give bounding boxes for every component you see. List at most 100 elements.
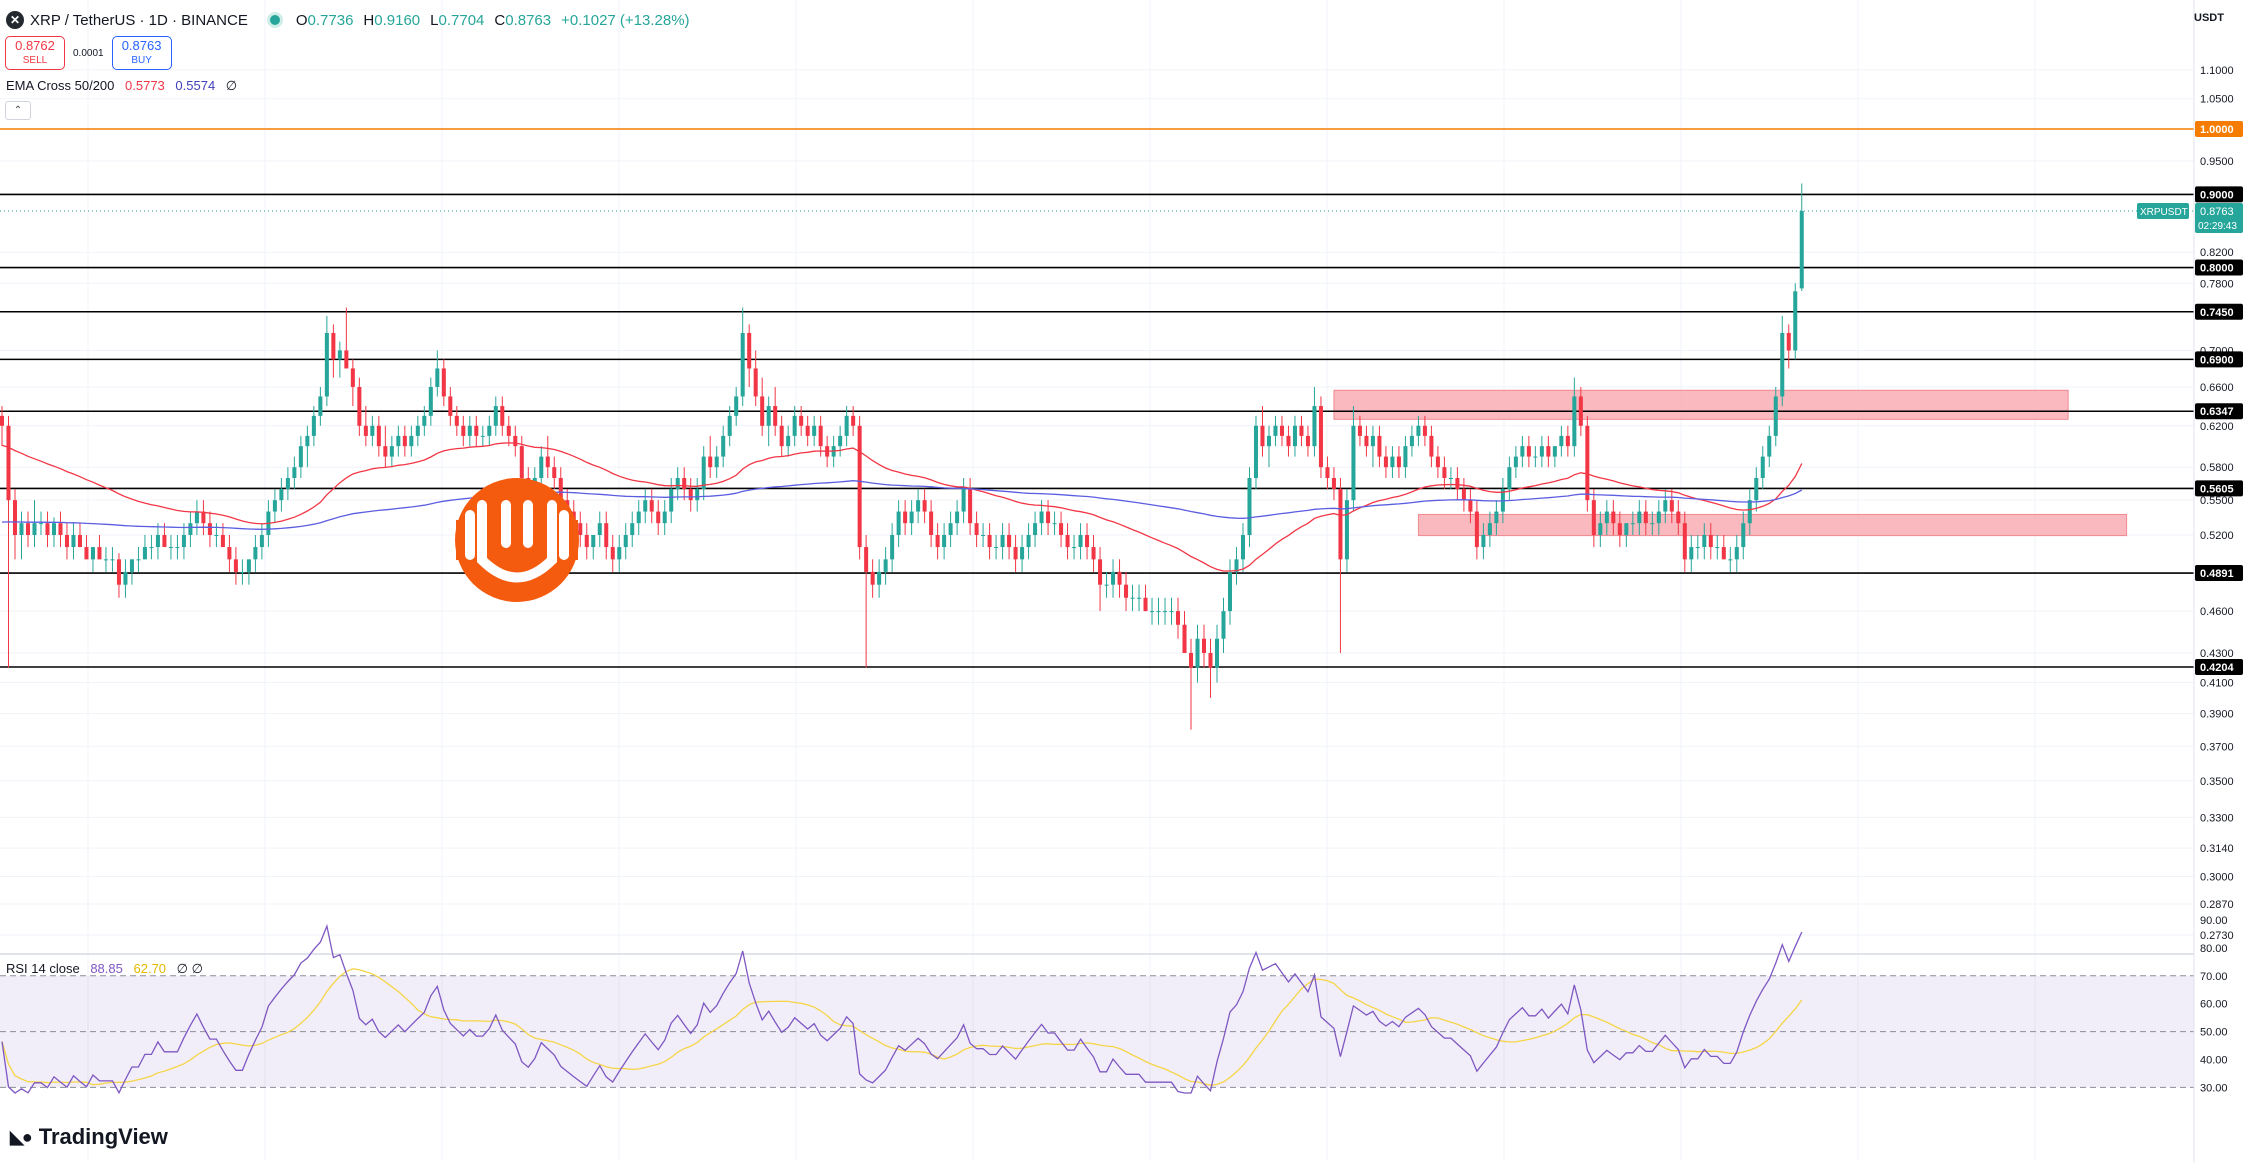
candle: [1669, 488, 1674, 524]
candle: [259, 523, 264, 560]
candle: [1617, 511, 1622, 548]
ohlc-close: C0.8763: [494, 11, 552, 29]
candle: [363, 406, 368, 447]
sell-button[interactable]: 0.8762 SELL: [5, 36, 65, 70]
candle: [1208, 638, 1213, 698]
candle: [1487, 511, 1492, 548]
candle: [610, 534, 615, 572]
candle: [968, 477, 973, 535]
candle: [58, 511, 63, 548]
candle: [1325, 456, 1330, 489]
candle: [103, 547, 108, 572]
candle: [1455, 467, 1460, 501]
candle: [643, 488, 648, 524]
candle: [1143, 584, 1148, 612]
candle: [1111, 559, 1116, 598]
candle: [344, 307, 349, 369]
candle: [727, 406, 732, 447]
candle: [1130, 584, 1135, 612]
symbol-title[interactable]: XRP / TetherUS · 1D · BINANCE: [30, 11, 248, 29]
candle: [1305, 425, 1310, 457]
candle: [71, 523, 76, 560]
candle: [948, 511, 953, 548]
candle: [1286, 425, 1291, 457]
candle: [695, 477, 700, 512]
ohlc-high: H0.9160: [363, 11, 421, 29]
price-tick-label: 0.5500: [2200, 495, 2234, 507]
candle: [1429, 425, 1434, 468]
tradingview-logo[interactable]: ◣● TradingView: [10, 1124, 168, 1150]
symbol-header: ✕ XRP / TetherUS · 1D · BINANCE O0.7736 …: [0, 6, 700, 34]
candle: [25, 511, 31, 548]
candle: [1799, 183, 1804, 291]
level-tag: 1.0000: [2195, 121, 2243, 137]
candle: [506, 415, 511, 447]
candle: [805, 415, 810, 447]
price-tags: 1.0000 0.9000 0.8000 0.7450 0.6900 0.6347 0.56…: [2137, 121, 2243, 675]
candle: [974, 511, 979, 548]
candle: [656, 500, 661, 535]
candle: [1137, 584, 1142, 612]
candle: [740, 307, 745, 407]
candle: [604, 511, 609, 560]
candle: [636, 500, 641, 535]
candle: [77, 523, 82, 548]
candle: [1481, 523, 1486, 560]
candle: [1422, 415, 1427, 447]
candle: [1007, 523, 1012, 560]
candle: [721, 425, 726, 468]
candle: [1279, 415, 1284, 447]
currency-selector[interactable]: USDT: [2194, 12, 2224, 24]
candle: [1650, 511, 1655, 535]
candle: [480, 425, 485, 447]
candle: [1767, 425, 1772, 468]
candle: [1247, 467, 1252, 548]
candle: [864, 534, 869, 668]
candle: [1585, 415, 1590, 512]
level-tag-label: 0.8000: [2200, 263, 2234, 275]
candle: [1663, 488, 1668, 524]
price-tick-label: 0.2870: [2200, 899, 2234, 911]
candle: [1020, 534, 1025, 572]
candle: [1728, 547, 1733, 572]
candle: [1357, 415, 1362, 447]
candle: [1598, 511, 1603, 548]
candle: [617, 534, 622, 572]
ema-legend[interactable]: EMA Cross 50/200 0.5773 0.5574 ∅: [6, 78, 244, 94]
price-tick-label: 0.3700: [2200, 741, 2234, 753]
price-tick-label: 0.6600: [2200, 382, 2234, 394]
candle: [766, 396, 771, 447]
rsi-ma-value: 62.70: [133, 961, 167, 976]
price-tick-label: 0.6200: [2200, 421, 2234, 433]
candle: [1091, 534, 1096, 572]
candle: [779, 415, 784, 457]
candle: [194, 500, 199, 535]
rsi-legend[interactable]: RSI 14 close 88.85 62.70 ∅ ∅: [6, 961, 210, 977]
candle: [1156, 597, 1161, 625]
xrp-icon[interactable]: ✕: [6, 11, 24, 29]
level-tag-label: 0.6347: [2200, 406, 2234, 418]
candle: [662, 500, 667, 535]
price-axis[interactable]: 1.10001.05000.95000.82000.78000.70000.66…: [2193, 0, 2247, 1163]
candle: [734, 386, 739, 426]
tradingview-logo-icon: ◣●: [10, 1126, 33, 1147]
candle: [623, 523, 628, 560]
bitcoin-b-logo-icon: [455, 478, 579, 602]
sell-label: SELL: [22, 55, 48, 66]
rsi-ma-line: [1, 968, 1803, 1086]
candle: [1065, 523, 1070, 560]
candle: [1533, 446, 1538, 468]
candle: [890, 523, 895, 572]
candle: [220, 523, 225, 548]
candle: [383, 425, 388, 468]
buy-button[interactable]: 0.8763 BUY: [111, 36, 172, 70]
ema-fast-line: [1, 442, 1803, 572]
candle: [935, 523, 940, 560]
candle: [1559, 425, 1564, 457]
candle: [792, 406, 797, 447]
candle: [474, 415, 479, 447]
candle: [1734, 534, 1739, 572]
candle: [675, 467, 680, 501]
chevron-up-icon[interactable]: ⌃: [5, 101, 31, 120]
